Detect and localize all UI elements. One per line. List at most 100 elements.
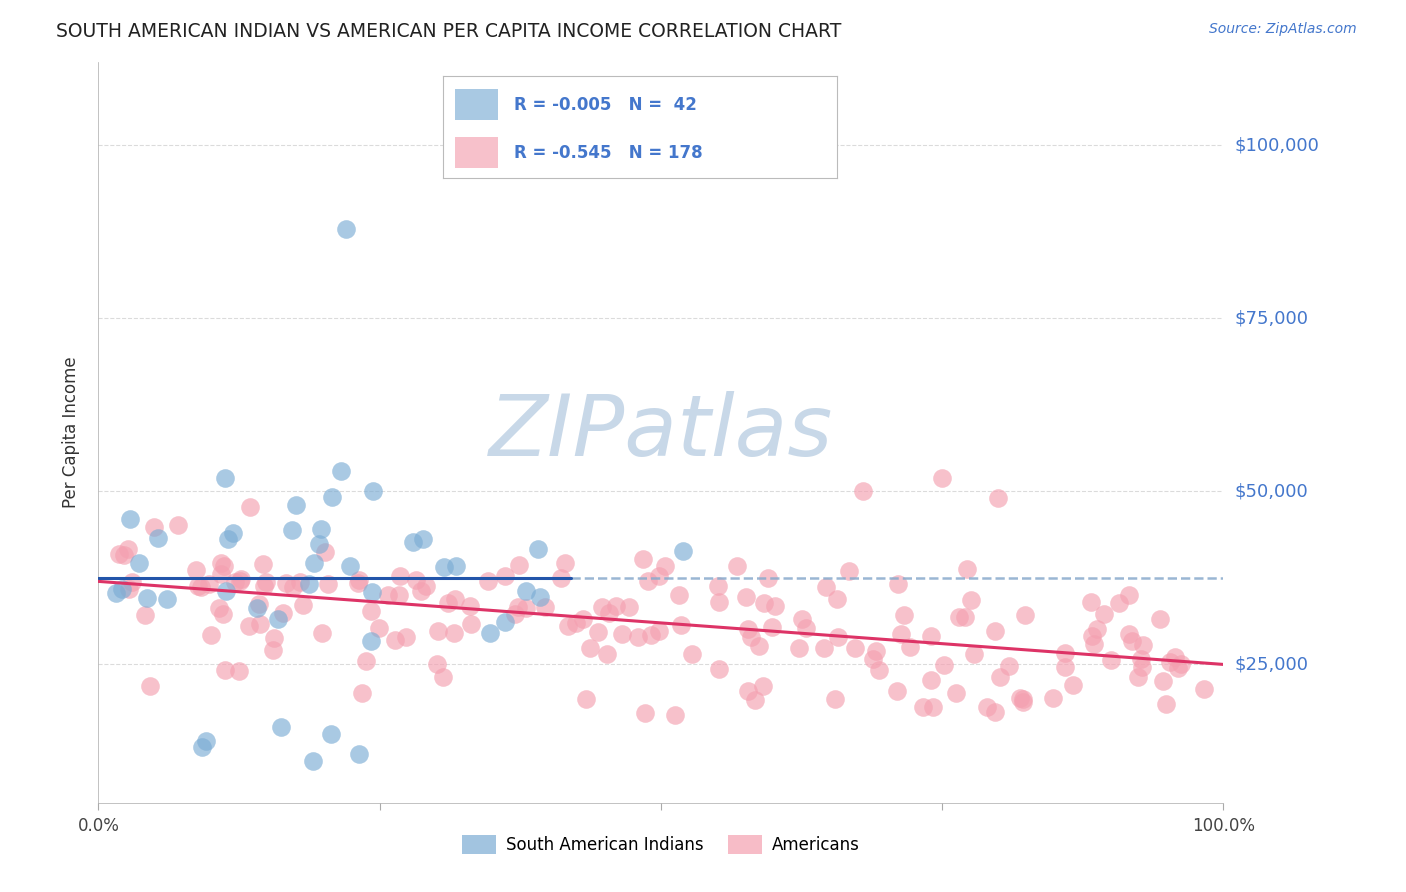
Point [503, 607, 526, 622]
Point [787, 640, 810, 655]
Point [117, 542, 139, 557]
Point [347, 576, 370, 591]
Point [575, 692, 598, 706]
Point [221, 526, 243, 541]
Point [1192, 681, 1215, 696]
Point [707, 595, 730, 609]
Point [508, 558, 530, 573]
Point [984, 705, 1007, 719]
Point [112, 548, 135, 562]
Point [792, 612, 814, 626]
Point [118, 582, 141, 597]
Y-axis label: Per Capita Income: Per Capita Income [62, 357, 80, 508]
Point [281, 580, 304, 594]
Point [634, 706, 657, 720]
Point [962, 647, 984, 661]
Point [444, 559, 467, 574]
Point [838, 564, 860, 578]
Point [335, 221, 357, 235]
Point [319, 726, 342, 740]
Point [253, 579, 276, 593]
Point [254, 575, 277, 590]
Point [565, 615, 588, 630]
Point [415, 579, 437, 593]
Point [813, 640, 835, 655]
Point [1152, 674, 1174, 689]
Point [139, 679, 162, 693]
Point [862, 652, 884, 666]
Point [411, 584, 433, 599]
Point [276, 576, 298, 591]
Point [458, 599, 481, 613]
Point [886, 684, 908, 698]
Point [108, 547, 131, 561]
Point [852, 484, 875, 499]
Point [271, 606, 294, 620]
Point [200, 628, 222, 642]
Bar [454, 137, 498, 168]
Point [146, 531, 169, 545]
Point [1080, 595, 1102, 609]
Point [329, 464, 352, 478]
Point [252, 558, 274, 572]
Point [1092, 607, 1115, 621]
Point [1042, 690, 1064, 705]
Point [214, 663, 236, 677]
Point [281, 523, 304, 537]
Point [588, 624, 610, 639]
Point [209, 566, 232, 581]
Point [432, 560, 454, 574]
Point [311, 625, 333, 640]
Point [395, 630, 418, 644]
Point [228, 665, 250, 679]
Point [756, 571, 779, 585]
Point [402, 535, 425, 549]
Point [111, 582, 134, 596]
Point [1118, 588, 1140, 602]
Point [617, 600, 640, 615]
Point [238, 619, 260, 633]
Point [187, 579, 209, 593]
Point [533, 600, 555, 615]
Point [890, 627, 912, 641]
Point [751, 680, 773, 694]
Point [444, 592, 467, 607]
Point [579, 640, 602, 655]
Point [1170, 657, 1192, 672]
Text: R = -0.545   N = 178: R = -0.545 N = 178 [513, 144, 703, 161]
Text: $75,000: $75,000 [1234, 310, 1309, 327]
Point [309, 522, 332, 536]
Point [388, 588, 411, 602]
Point [190, 580, 212, 594]
Point [988, 670, 1011, 684]
Point [955, 609, 977, 624]
Point [207, 600, 229, 615]
Point [1163, 649, 1185, 664]
Point [477, 574, 499, 588]
Point [263, 631, 285, 645]
Point [527, 541, 550, 556]
Point [156, 591, 179, 606]
Point [707, 662, 730, 676]
Point [815, 580, 838, 594]
Point [494, 615, 516, 630]
Point [288, 575, 311, 590]
Point [727, 558, 749, 573]
Point [195, 733, 218, 747]
Point [135, 591, 157, 606]
Point [1054, 660, 1077, 674]
Point [796, 621, 818, 635]
Point [1130, 660, 1153, 674]
Point [515, 600, 537, 615]
Point [215, 584, 238, 599]
Point [308, 537, 330, 551]
Point [360, 633, 382, 648]
Point [217, 533, 239, 547]
Point [478, 626, 501, 640]
Point [361, 484, 384, 499]
Point [367, 621, 389, 635]
Point [765, 599, 787, 614]
Point [121, 575, 143, 590]
Point [956, 562, 979, 576]
Point [631, 552, 654, 566]
